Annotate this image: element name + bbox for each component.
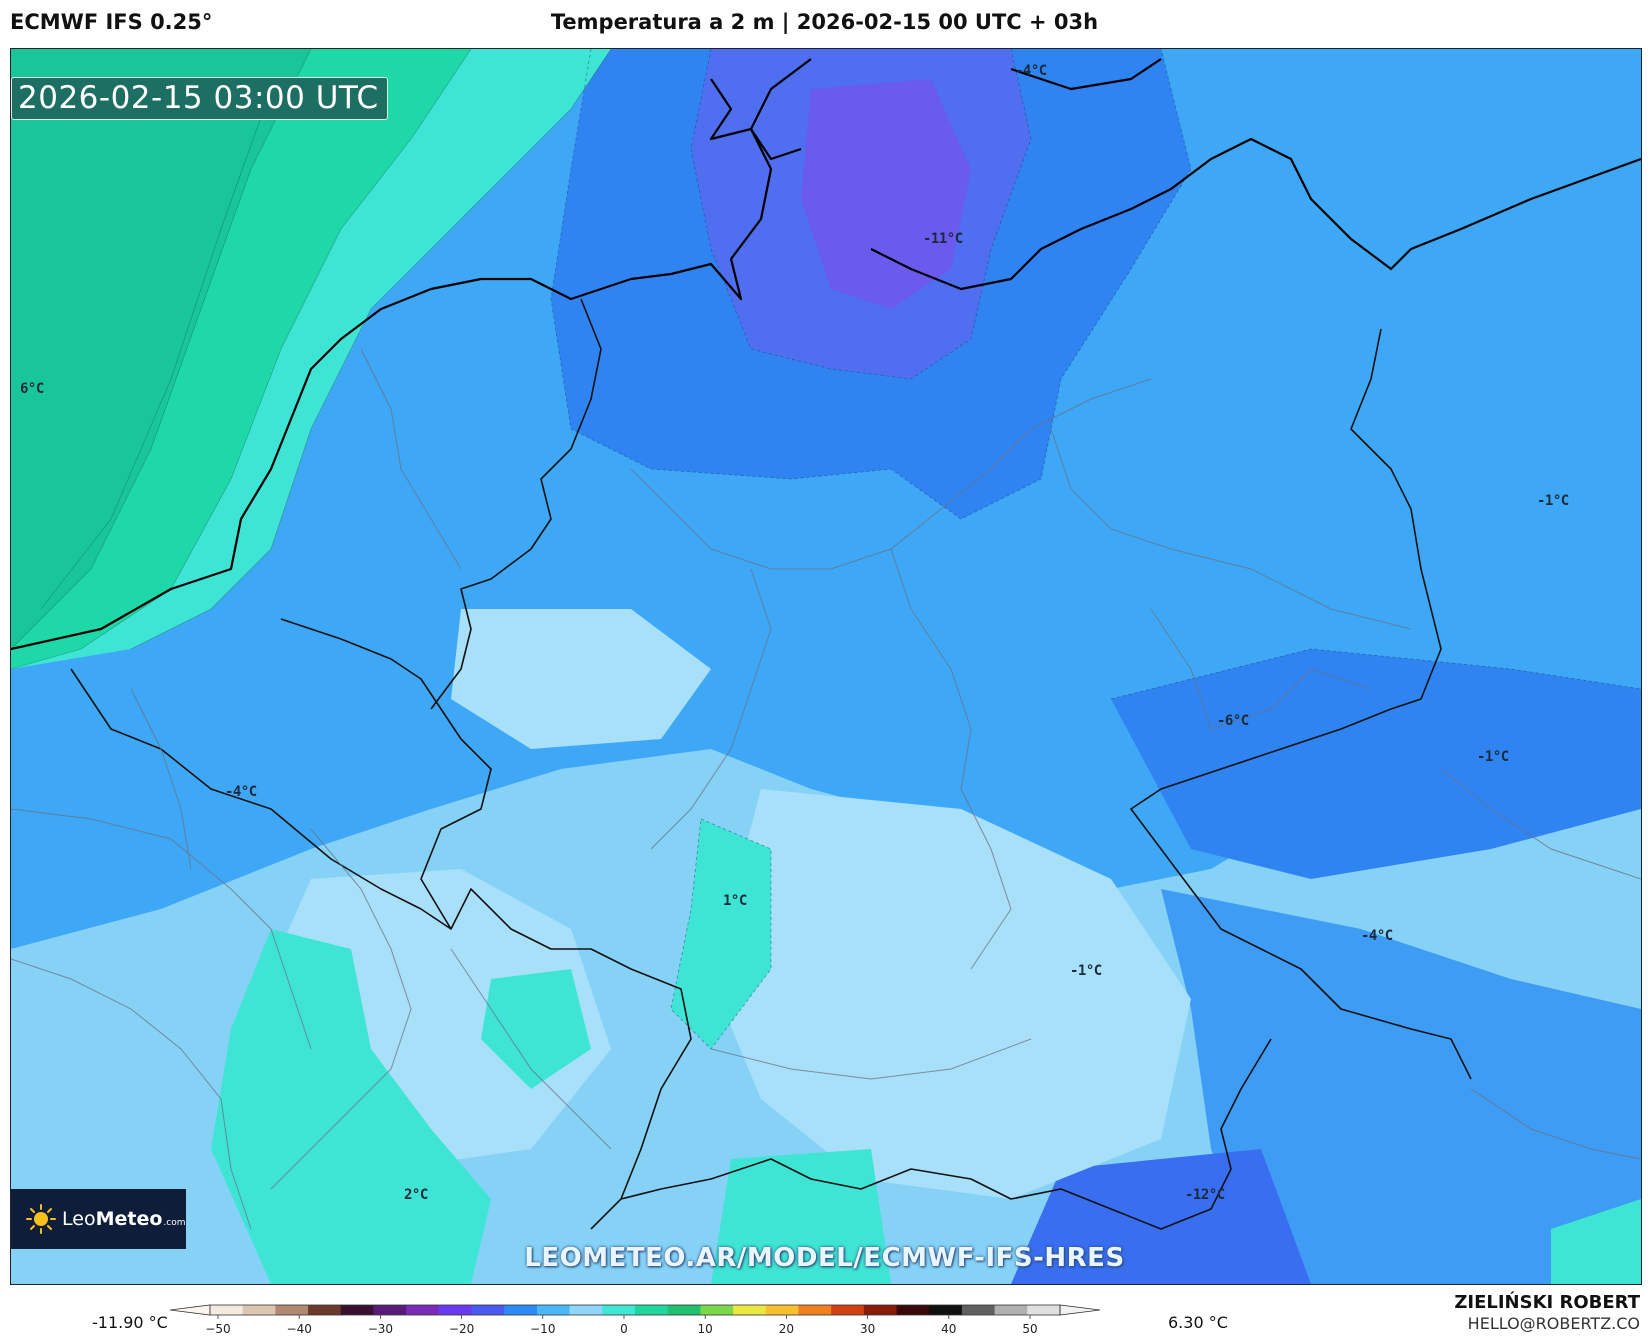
temp-label-alps-east: -12°C <box>1185 1187 1225 1203</box>
legend-min-value: -11.90 °C <box>92 1313 168 1332</box>
temp-label-bavaria: -1°C <box>1070 963 1102 979</box>
temperature-field <box>11 49 1641 1284</box>
colorbar-tick-label: −50 <box>205 1322 230 1336</box>
colorbar-tick-label: 40 <box>941 1322 956 1336</box>
colorbar-swatch <box>275 1305 309 1315</box>
temp-label-alps-west: 2°C <box>404 1187 428 1203</box>
sun-icon <box>26 1204 56 1234</box>
colorbar-swatch <box>210 1305 244 1315</box>
colorbar-swatch <box>602 1305 636 1315</box>
temp-label-north-sea: 6°C <box>20 381 44 397</box>
colorbar-swatch <box>373 1305 407 1315</box>
colorbar-swatch <box>635 1305 669 1315</box>
colorbar-swatch <box>242 1305 276 1315</box>
model-title: ECMWF IFS 0.25° <box>10 10 213 34</box>
leometeo-logo[interactable]: LeoMeteo .com <box>11 1189 186 1249</box>
temp-label-belgium: -4°C <box>225 784 257 800</box>
colorbar-tick-label: 10 <box>698 1322 713 1336</box>
colorbar-max-arrow <box>1059 1304 1101 1316</box>
colorbar-swatch <box>1027 1305 1061 1315</box>
colorbar-swatch <box>994 1305 1028 1315</box>
author-email: HELLO@ROBERTZ.CO <box>1467 1314 1640 1333</box>
colorbar-tick-label: −30 <box>368 1322 393 1336</box>
colorbar-swatch <box>831 1305 865 1315</box>
colorbar-swatch <box>406 1305 440 1315</box>
logo-brand: LeoMeteo <box>62 1208 163 1230</box>
colorbar-tick-label: 50 <box>1022 1322 1037 1336</box>
colorbar-swatch <box>308 1305 342 1315</box>
colorbar-tick-label: 0 <box>620 1322 628 1336</box>
temp-label-baltic: -4°C <box>1015 63 1047 79</box>
colorbar-tick-label: −10 <box>530 1322 555 1336</box>
forecast-timestamp: 2026-02-15 03:00 UTC <box>11 77 388 120</box>
temp-label-rhine: 1°C <box>723 893 747 909</box>
logo-tld: .com <box>163 1217 186 1228</box>
watermark-url: LEOMETEO.AR/MODEL/ECMWF-IFS-HRES <box>524 1243 1125 1273</box>
temp-label-carpathians: -4°C <box>1361 928 1393 944</box>
colorbar-swatch <box>961 1305 996 1315</box>
colorbar-tick-label: −40 <box>287 1322 312 1336</box>
temp-label-poland-east: -1°C <box>1537 493 1569 509</box>
colorbar-swatch <box>438 1305 473 1315</box>
colorbar-tick-label: −20 <box>449 1322 474 1336</box>
temp-label-bremen: -11°C <box>923 231 963 247</box>
colorbar-swatch <box>929 1305 963 1315</box>
colorbar-swatch <box>569 1305 603 1315</box>
chart-title: Temperatura a 2 m | 2026-02-15 00 UTC + … <box>550 10 1099 34</box>
colorbar-swatch <box>504 1305 538 1315</box>
colorbar-swatch <box>667 1305 701 1315</box>
colorbar-swatch <box>896 1305 930 1315</box>
colorbar-swatch <box>798 1305 832 1315</box>
colorbar-swatch <box>733 1305 767 1315</box>
temp-label-lesser-poland: -1°C <box>1477 749 1509 765</box>
colorbar-swatch <box>863 1305 898 1315</box>
temperature-map[interactable]: 2026-02-15 03:00 UTC 6°C -4°C -11°C -1°C… <box>10 48 1642 1285</box>
colorbar-frame <box>209 1304 1061 1316</box>
author-name: ZIELIŃSKI ROBERT <box>1454 1292 1640 1313</box>
temperature-colorbar: −50 −40 −30 −20 −10 0 10 20 30 40 50 <box>170 1304 1101 1336</box>
colorbar-tick-label: 20 <box>779 1322 794 1336</box>
colorbar-swatch <box>536 1305 571 1315</box>
colorbar-swatch <box>340 1305 374 1315</box>
colorbar-swatch <box>700 1305 734 1315</box>
colorbar-min-arrow <box>170 1304 211 1316</box>
colorbar-swatch <box>765 1305 799 1315</box>
colorbar-tick-label: 30 <box>860 1322 875 1336</box>
legend-max-value: 6.30 °C <box>1168 1313 1228 1332</box>
colorbar-swatch <box>471 1305 505 1315</box>
temp-label-sudetes: -6°C <box>1217 713 1249 729</box>
